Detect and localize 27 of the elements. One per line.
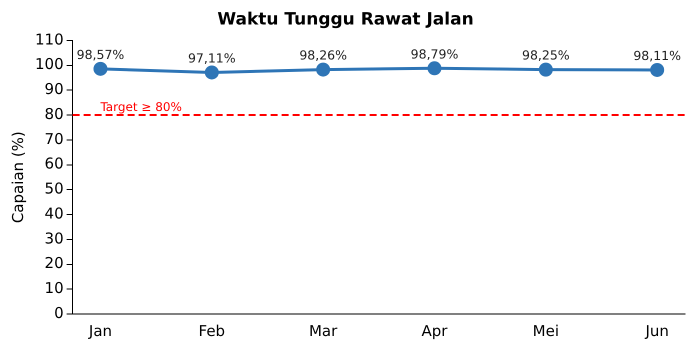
data-label: 98,11% [633,48,682,63]
y-axis-title: Capaian (%) [8,131,27,224]
x-tick-label: Mar [308,322,338,340]
data-label: 98,79% [410,46,458,62]
y-tick-label: 100 [34,55,64,74]
x-tick-label: Jun [644,322,669,340]
y-tick-label: 50 [44,180,64,198]
ref-line-label: Target ≥ 80% [99,100,182,114]
chart-title: Waktu Tunggu Rawat Jalan [217,10,474,30]
data-label: 98,25% [522,48,570,63]
y-tick-label: 30 [44,229,64,248]
y-tick-label: 60 [44,154,64,173]
x-tick-label: Jan [88,322,112,340]
y-tick-label: 90 [44,80,64,98]
data-label: 97,11% [188,50,236,66]
x-tick-label: Apr [422,322,448,340]
y-tick-label: 80 [44,104,64,123]
y-tick-label: 70 [44,130,64,148]
y-tick-label: 40 [44,204,64,222]
y-tick-label: 0 [54,304,64,322]
y-tick-label: 20 [44,254,64,272]
y-tick-label: 10 [44,279,64,298]
x-tick-label: Mei [532,322,559,340]
y-tick-label: 110 [34,30,64,48]
x-tick-label: Feb [198,322,226,340]
data-label: 98,57% [76,46,124,62]
data-label: 98,26% [299,48,348,63]
